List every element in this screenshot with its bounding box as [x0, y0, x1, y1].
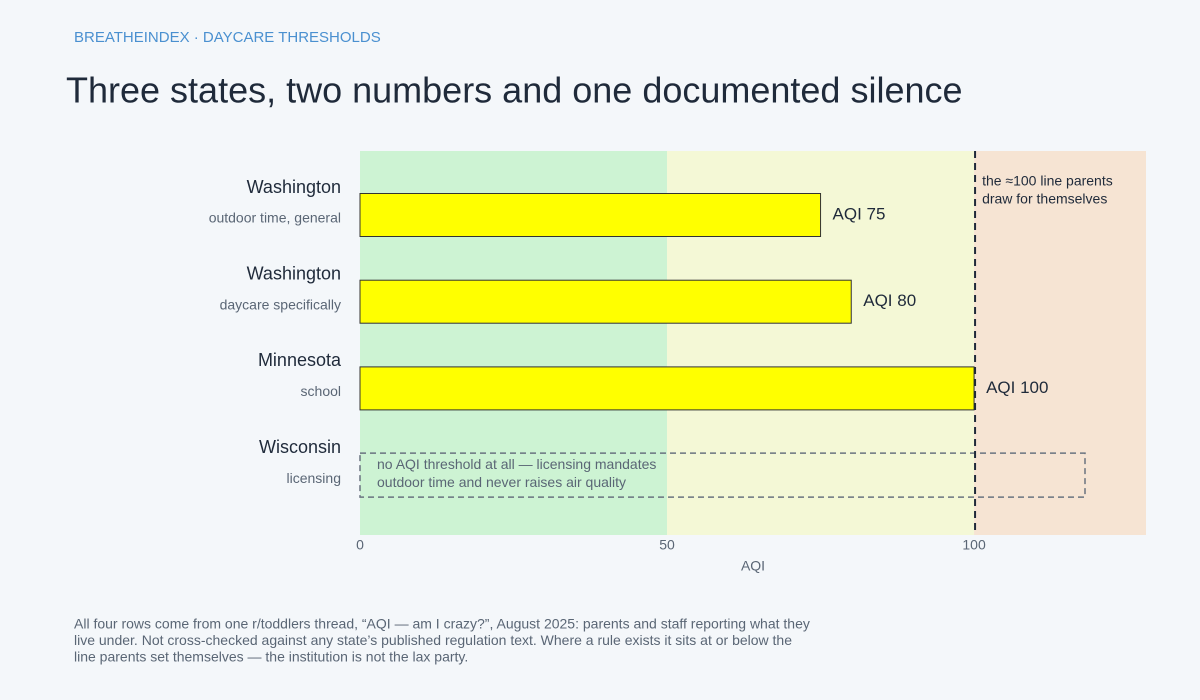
category-sublabel: school — [301, 383, 341, 399]
reference-label: the ≈100 line parents — [982, 173, 1113, 189]
category-sublabel: outdoor time, general — [209, 210, 341, 226]
band — [974, 151, 1146, 535]
reference-label: draw for themselves — [982, 191, 1107, 207]
bar — [359, 279, 852, 324]
value-label: AQI 80 — [863, 291, 916, 310]
chart-title: Three states, two numbers and one docume… — [66, 70, 963, 111]
bar — [359, 366, 975, 411]
category-label: Minnesota — [258, 350, 342, 370]
category-sublabel: licensing — [287, 470, 341, 486]
category-label: Washington — [247, 263, 341, 283]
category-sublabel: daycare specifically — [220, 296, 341, 312]
x-tick-label: 0 — [356, 537, 364, 553]
value-label: AQI 100 — [986, 378, 1048, 397]
category-label: Wisconsin — [259, 437, 341, 457]
footnote: All four rows come from one r/toddlers t… — [74, 616, 810, 632]
value-label: AQI 75 — [833, 204, 886, 223]
missing-note: outdoor time and never raises air qualit… — [377, 474, 626, 490]
category-label: Washington — [247, 177, 341, 197]
x-tick-label: 100 — [962, 537, 986, 553]
footnote: line parents set themselves — the instit… — [74, 649, 468, 665]
missing-note: no AQI threshold at all — licensing mand… — [377, 456, 656, 472]
bar — [359, 193, 822, 237]
x-axis-label: AQI — [741, 558, 765, 574]
missing-box — [359, 452, 1086, 498]
kicker: BREATHEINDEX · DAYCARE THRESHOLDS — [74, 29, 381, 46]
x-tick-label: 50 — [659, 537, 675, 553]
footnote: live under. Not cross-checked against an… — [74, 632, 792, 648]
